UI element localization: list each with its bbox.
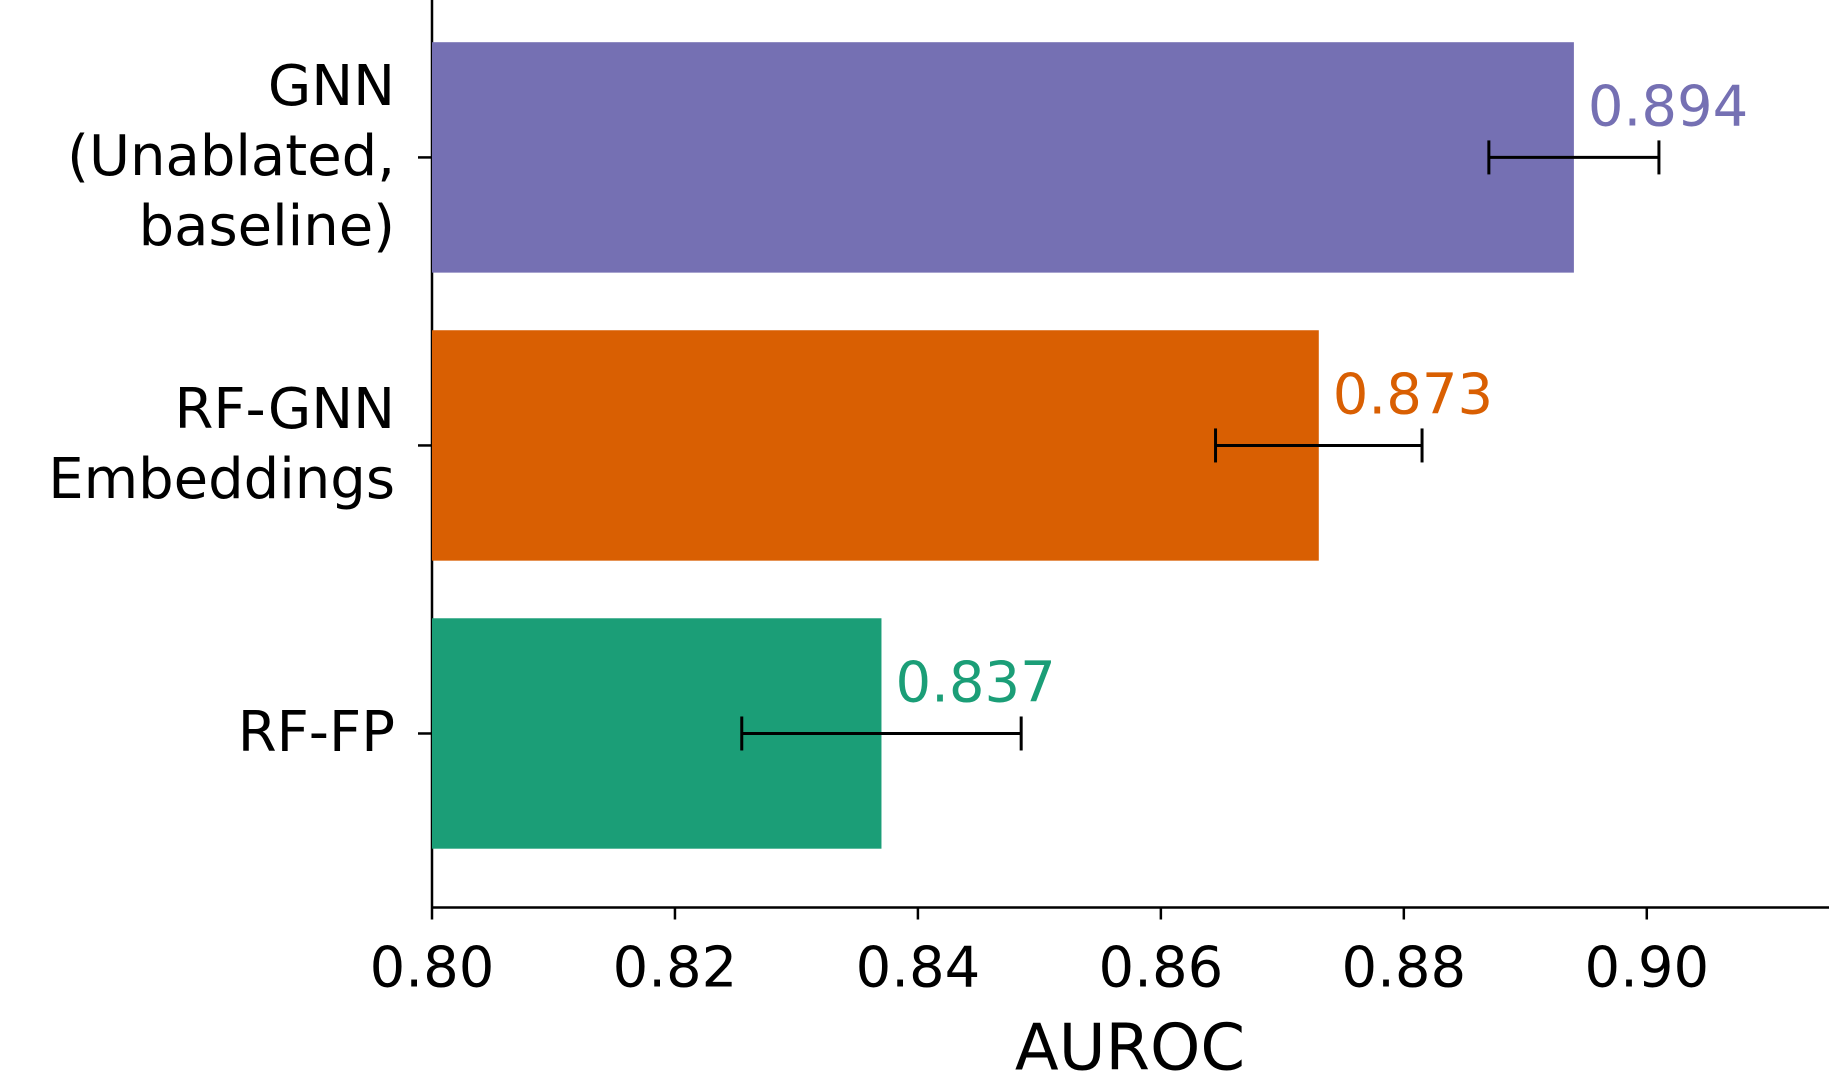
- value-label: 0.837: [895, 651, 1055, 716]
- value-label: 0.894: [1588, 75, 1748, 140]
- y-tick-label: RF-FP: [237, 700, 395, 766]
- x-tick-label: 0.90: [1584, 936, 1709, 1001]
- bar: [432, 42, 1574, 273]
- x-tick-label: 0.88: [1341, 936, 1466, 1001]
- error-bar: [1487, 140, 1661, 175]
- x-tick-label: 0.86: [1099, 936, 1224, 1001]
- value-label: 0.873: [1333, 363, 1493, 428]
- error-bar: [740, 716, 1023, 751]
- y-tick-label: GNN (Unablated, baseline): [67, 54, 395, 260]
- error-bar: [1214, 428, 1424, 463]
- y-tick-label: RF-GNN Embeddings: [48, 377, 395, 513]
- x-axis-label: AUROC: [1015, 1012, 1245, 1086]
- x-tick-label: 0.82: [613, 936, 738, 1001]
- x-tick-label: 0.84: [856, 936, 981, 1001]
- bar: [432, 330, 1319, 561]
- x-tick-label: 0.80: [370, 936, 495, 1001]
